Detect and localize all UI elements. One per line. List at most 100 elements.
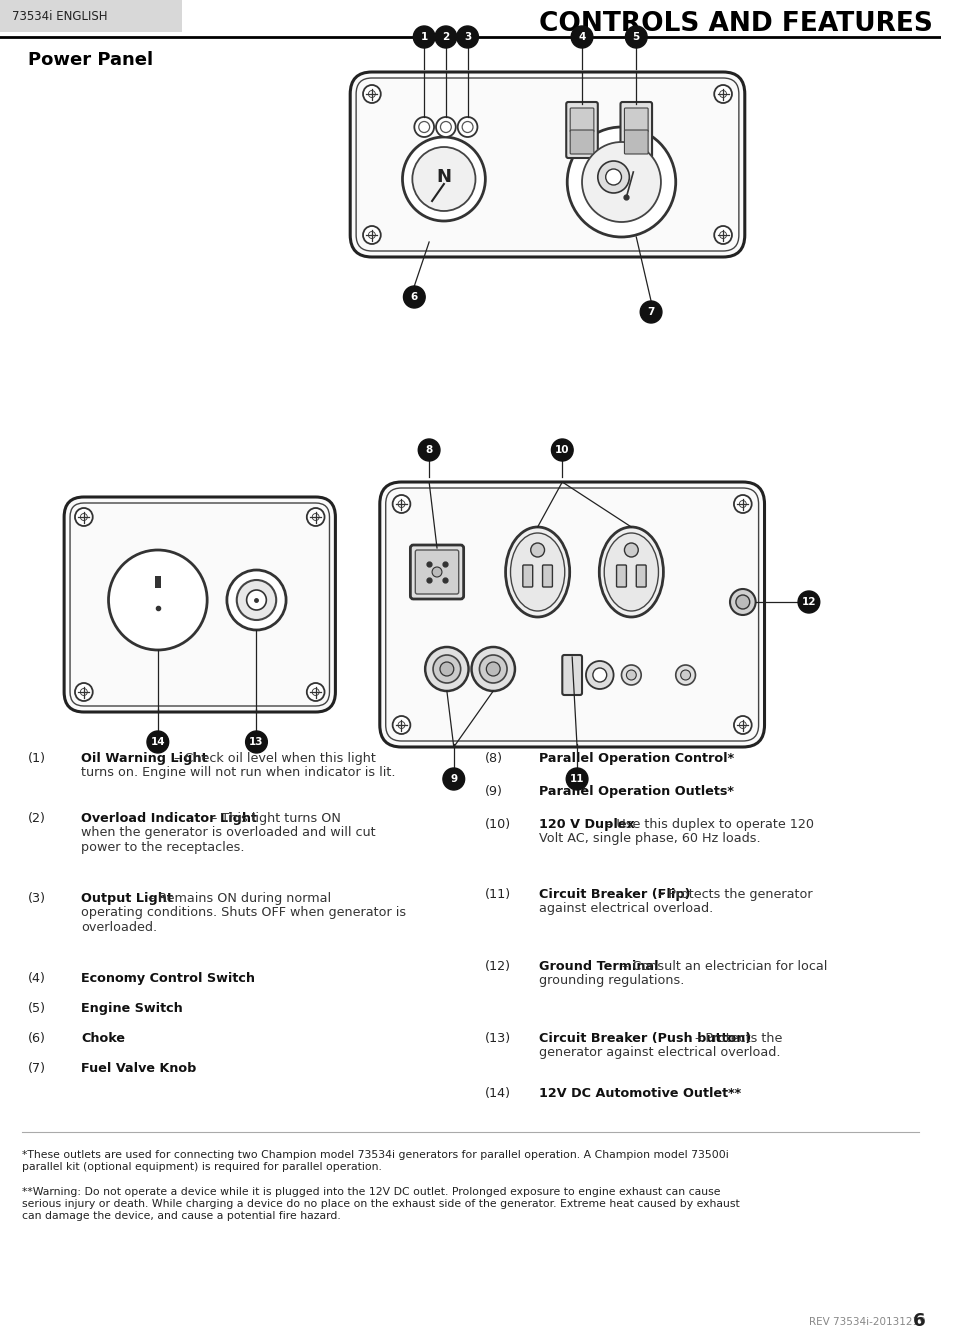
Text: – Remains ON during normal: – Remains ON during normal [144, 892, 331, 905]
Text: (2): (2) [28, 812, 46, 825]
Text: 11: 11 [569, 774, 584, 784]
Circle shape [620, 666, 640, 684]
Text: 6: 6 [410, 293, 417, 302]
Text: **Warning: Do not operate a device while it is plugged into the 12V DC outlet. P: **Warning: Do not operate a device while… [22, 1188, 720, 1197]
Text: serious injury or death. While charging a device do no place on the exhaust side: serious injury or death. While charging … [22, 1200, 739, 1209]
Text: – This light turns ON: – This light turns ON [207, 812, 341, 825]
Text: Output Light: Output Light [81, 892, 172, 905]
Text: (10): (10) [485, 819, 511, 831]
Circle shape [439, 662, 454, 676]
Circle shape [625, 25, 646, 48]
Text: Overload Indicator Light: Overload Indicator Light [81, 812, 256, 825]
Circle shape [133, 574, 182, 625]
Circle shape [471, 647, 515, 691]
Text: Parallel Operation Outlets*: Parallel Operation Outlets* [538, 785, 733, 798]
Circle shape [425, 647, 468, 691]
Circle shape [461, 122, 473, 133]
Text: 12V DC Automotive Outlet**: 12V DC Automotive Outlet** [538, 1087, 740, 1100]
Circle shape [393, 495, 410, 513]
FancyBboxPatch shape [379, 482, 763, 747]
Text: grounding regulations.: grounding regulations. [538, 974, 683, 988]
Circle shape [75, 683, 92, 701]
Circle shape [307, 683, 324, 701]
FancyBboxPatch shape [616, 565, 626, 586]
Text: (9): (9) [485, 785, 502, 798]
Circle shape [457, 117, 476, 137]
Circle shape [120, 562, 195, 637]
Circle shape [679, 670, 690, 680]
Circle shape [147, 731, 169, 753]
Text: (1): (1) [28, 752, 46, 765]
Circle shape [624, 544, 638, 557]
Circle shape [363, 85, 380, 103]
Text: CONTROLS AND FEATURES: CONTROLS AND FEATURES [538, 11, 932, 38]
Circle shape [435, 25, 456, 48]
Ellipse shape [510, 533, 564, 611]
Circle shape [432, 568, 441, 577]
Text: (6): (6) [28, 1032, 46, 1045]
Text: Parallel Operation Control*: Parallel Operation Control* [538, 752, 733, 765]
Circle shape [714, 225, 731, 244]
FancyBboxPatch shape [415, 550, 458, 595]
FancyBboxPatch shape [636, 565, 645, 586]
Circle shape [417, 439, 439, 462]
Text: (11): (11) [485, 888, 511, 900]
Ellipse shape [598, 527, 662, 617]
Text: turns on. Engine will not run when indicator is lit.: turns on. Engine will not run when indic… [81, 766, 395, 780]
Text: 120 V Duplex: 120 V Duplex [538, 819, 634, 831]
Circle shape [605, 169, 620, 185]
Text: 4: 4 [578, 32, 585, 42]
Ellipse shape [603, 533, 658, 611]
Circle shape [109, 550, 207, 650]
Circle shape [592, 668, 606, 682]
Circle shape [402, 137, 485, 221]
Text: 9: 9 [450, 774, 456, 784]
Text: 5: 5 [632, 32, 639, 42]
Text: Volt AC, single phase, 60 Hz loads.: Volt AC, single phase, 60 Hz loads. [538, 832, 760, 845]
Circle shape [733, 495, 751, 513]
Circle shape [733, 717, 751, 734]
Circle shape [245, 731, 267, 753]
Circle shape [436, 117, 456, 137]
Text: (4): (4) [28, 972, 46, 985]
Text: (7): (7) [28, 1062, 46, 1075]
Circle shape [307, 509, 324, 526]
Circle shape [639, 301, 661, 323]
Text: (12): (12) [485, 960, 511, 973]
Text: can damage the device, and cause a potential fire hazard.: can damage the device, and cause a poten… [22, 1210, 340, 1221]
Text: parallel kit (optional equipment) is required for parallel operation.: parallel kit (optional equipment) is req… [22, 1162, 381, 1172]
Circle shape [433, 655, 460, 683]
Circle shape [414, 117, 434, 137]
Circle shape [798, 590, 819, 613]
Text: 12: 12 [801, 597, 816, 607]
Text: Oil Warning Light: Oil Warning Light [81, 752, 207, 765]
Text: – Use this duplex to operate 120: – Use this duplex to operate 120 [601, 819, 813, 831]
FancyBboxPatch shape [410, 545, 463, 599]
Text: 1: 1 [420, 32, 427, 42]
Text: 14: 14 [151, 737, 165, 747]
Circle shape [729, 589, 755, 615]
FancyBboxPatch shape [619, 102, 652, 158]
Circle shape [551, 439, 573, 462]
Text: 2: 2 [442, 32, 449, 42]
FancyBboxPatch shape [522, 565, 532, 586]
Text: Circuit Breaker (Push button): Circuit Breaker (Push button) [538, 1032, 750, 1045]
Circle shape [585, 662, 613, 688]
Text: REV 73534i-20131219: REV 73534i-20131219 [808, 1317, 924, 1327]
Text: operating conditions. Shuts OFF when generator is: operating conditions. Shuts OFF when gen… [81, 906, 406, 919]
Circle shape [571, 25, 592, 48]
Text: 7: 7 [647, 307, 654, 317]
Text: (3): (3) [28, 892, 46, 905]
Circle shape [714, 85, 731, 103]
Text: overloaded.: overloaded. [81, 921, 157, 934]
Circle shape [626, 670, 636, 680]
FancyBboxPatch shape [561, 655, 581, 695]
FancyBboxPatch shape [624, 130, 647, 154]
Text: power to the receptacles.: power to the receptacles. [81, 840, 244, 854]
FancyBboxPatch shape [542, 565, 552, 586]
Text: 73534i ENGLISH: 73534i ENGLISH [11, 9, 108, 23]
Text: 3: 3 [463, 32, 471, 42]
Circle shape [456, 25, 478, 48]
Circle shape [403, 286, 425, 309]
Text: Fuel Valve Knob: Fuel Valve Knob [81, 1062, 196, 1075]
